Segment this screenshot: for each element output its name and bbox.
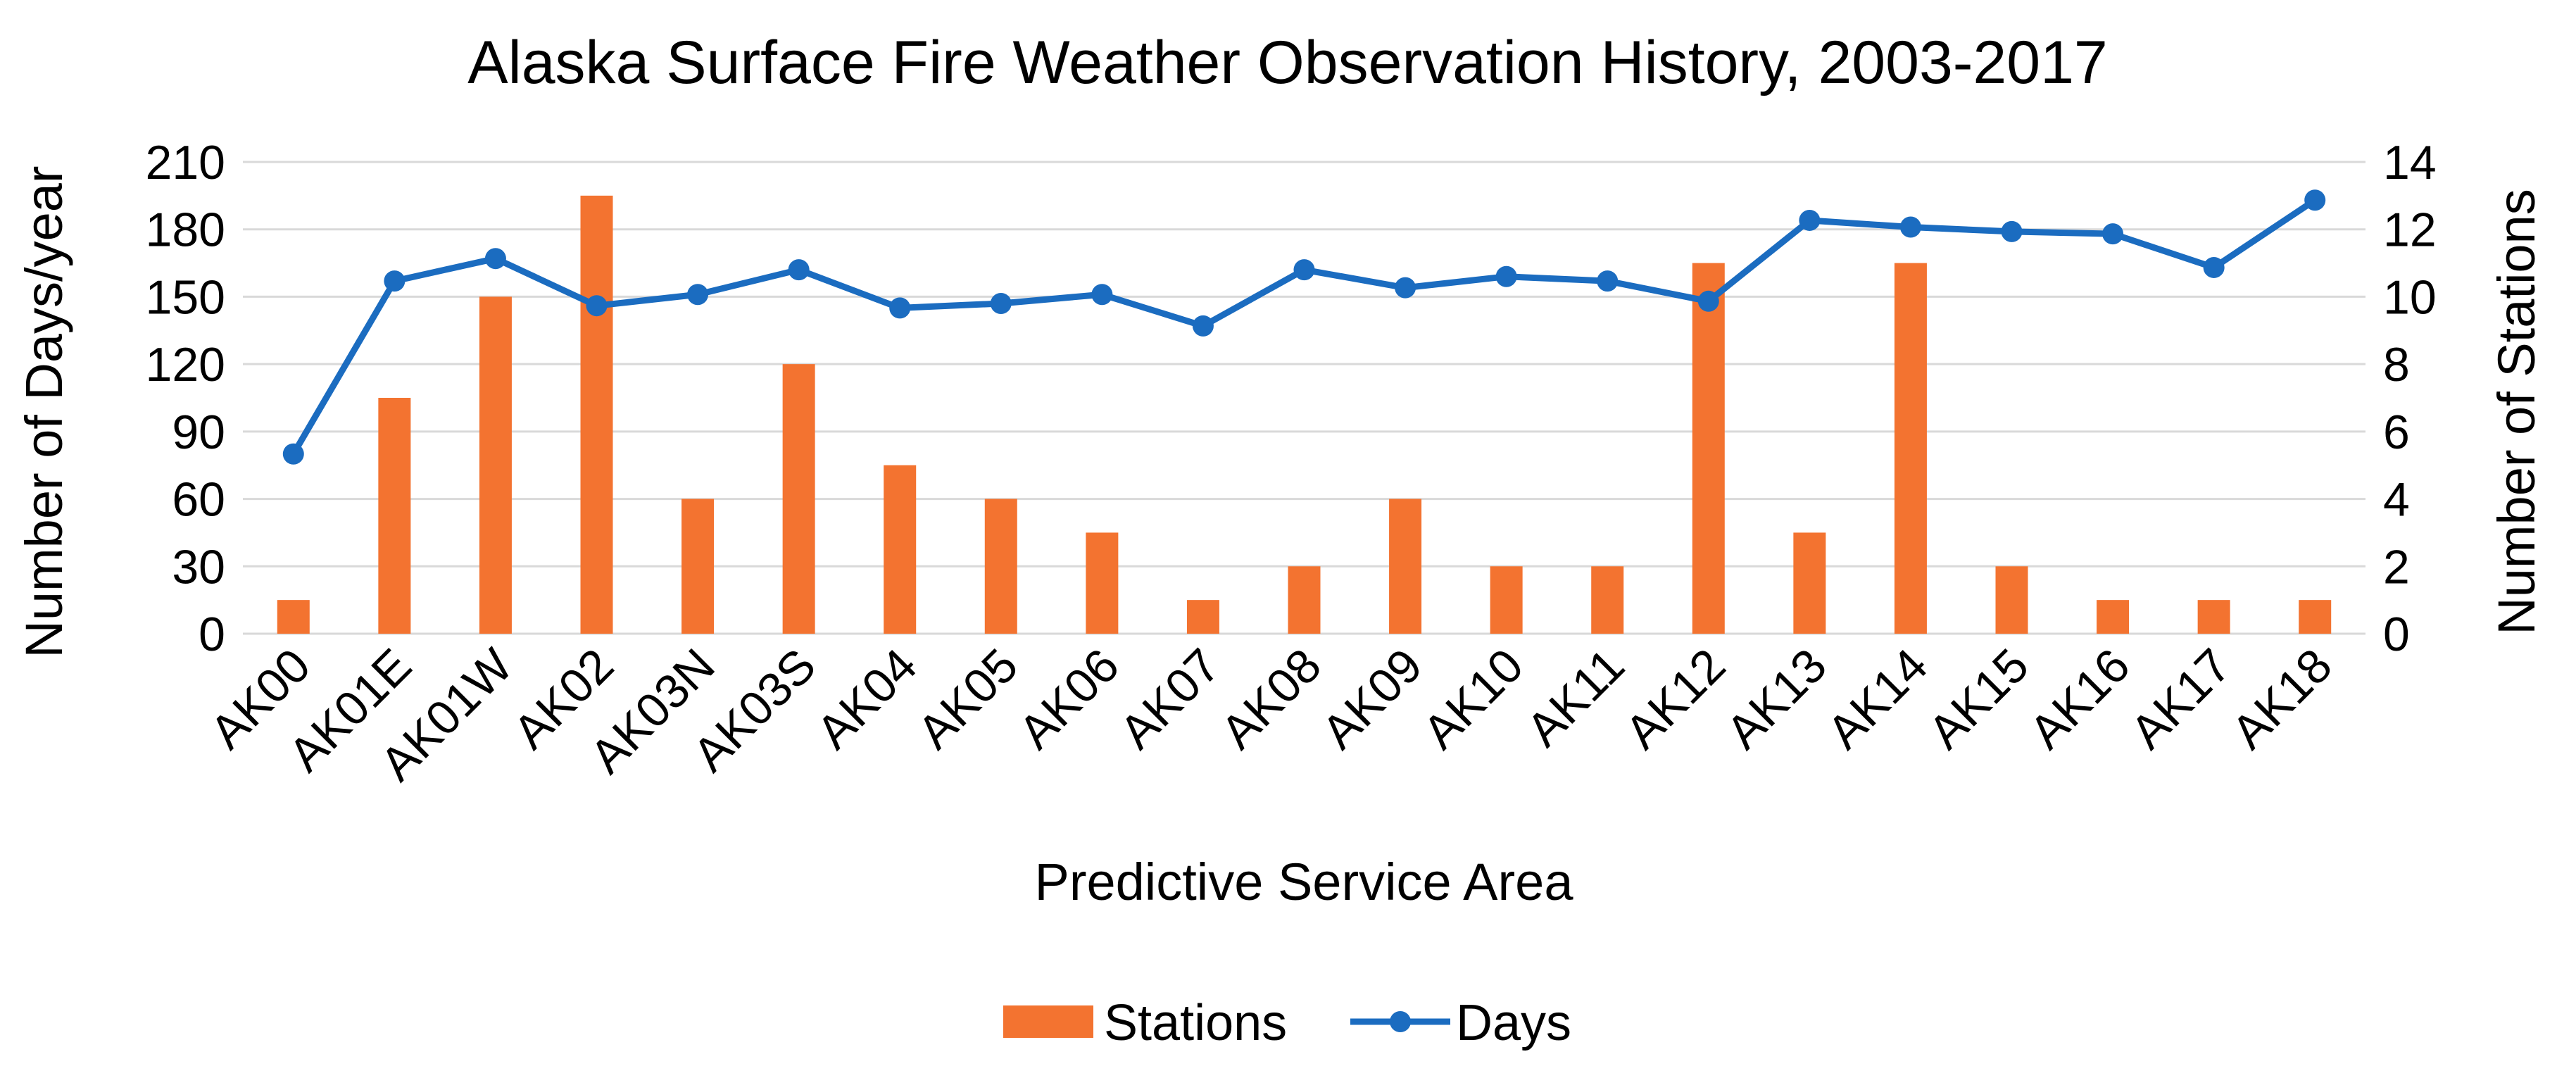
bar-ak11 (1591, 566, 1624, 634)
bar-ak03n (681, 499, 715, 634)
bar-ak02 (580, 195, 613, 634)
point-ak03s (788, 259, 810, 281)
bar-ak14 (1894, 263, 1927, 634)
left-tick-label: 210 (146, 136, 225, 189)
bar-ak01e (378, 398, 411, 634)
left-tick-label: 30 (172, 540, 225, 594)
point-ak01e (384, 270, 406, 292)
bar-ak06 (1086, 532, 1119, 634)
point-ak08 (1293, 259, 1315, 281)
point-ak05 (990, 293, 1012, 314)
bar-ak09 (1389, 499, 1422, 634)
right-tick-label: 14 (2383, 136, 2437, 189)
bar-ak12 (1692, 263, 1725, 634)
right-tick-label: 8 (2383, 338, 2410, 391)
bar-ak07 (1186, 600, 1219, 634)
legend-stations-label: Stations (1104, 995, 1287, 1051)
bar-ak00 (277, 600, 310, 634)
days-line (282, 189, 2326, 465)
point-ak11 (1597, 270, 1619, 292)
right-tick-label: 10 (2383, 270, 2437, 324)
point-ak17 (2203, 256, 2225, 278)
left-tick-label: 180 (146, 203, 225, 257)
legend-stations-swatch (1003, 1005, 1093, 1038)
point-ak03n (687, 284, 709, 306)
stations-bars (277, 195, 2332, 634)
bar-ak16 (2097, 600, 2130, 634)
bar-ak10 (1490, 566, 1523, 634)
bar-ak03s (782, 364, 815, 634)
left-axis-ticks: 0 30 60 90 120 150 180 210 (146, 136, 225, 661)
right-tick-label: 6 (2383, 406, 2410, 459)
y-axis-left-title: Number of Days/year (15, 165, 73, 658)
bar-ak17 (2197, 600, 2230, 634)
bar-ak13 (1793, 532, 1826, 634)
legend-days-label: Days (1456, 995, 1571, 1051)
chart-title: Alaska Surface Fire Weather Observation … (467, 29, 2107, 96)
right-tick-label: 2 (2383, 540, 2410, 594)
legend: Stations Days (1003, 995, 1571, 1051)
point-ak09 (1395, 277, 1416, 299)
right-tick-label: 4 (2383, 473, 2410, 527)
point-ak07 (1192, 315, 1214, 337)
legend-days-marker (1390, 1011, 1411, 1032)
point-ak02 (586, 295, 608, 317)
bar-ak15 (1995, 566, 2028, 634)
right-tick-label: 12 (2383, 203, 2437, 257)
left-tick-label: 150 (146, 270, 225, 324)
left-tick-label: 120 (146, 338, 225, 391)
left-tick-label: 0 (199, 608, 225, 661)
left-tick-label: 60 (172, 473, 225, 527)
point-ak14 (1899, 216, 1921, 238)
point-ak16 (2102, 223, 2124, 245)
point-ak10 (1495, 265, 1517, 287)
left-tick-label: 90 (172, 406, 225, 459)
right-tick-label: 0 (2383, 608, 2410, 661)
point-ak00 (282, 443, 304, 465)
point-ak01w (484, 248, 506, 270)
point-ak12 (1697, 290, 1719, 312)
bar-ak08 (1288, 566, 1321, 634)
right-axis-ticks: 0 2 4 6 8 10 12 14 (2383, 136, 2437, 661)
x-axis-title: Predictive Service Area (1034, 853, 1573, 911)
bar-ak04 (884, 465, 917, 634)
point-ak15 (2001, 220, 2023, 242)
y-axis-right-title: Number of Stations (2487, 189, 2546, 634)
point-ak04 (889, 297, 911, 319)
bar-ak01w (479, 296, 512, 634)
point-ak06 (1091, 284, 1113, 306)
point-ak18 (2304, 189, 2326, 211)
bar-ak05 (984, 499, 1017, 634)
point-ak13 (1799, 209, 1821, 231)
bar-ak18 (2299, 600, 2332, 634)
